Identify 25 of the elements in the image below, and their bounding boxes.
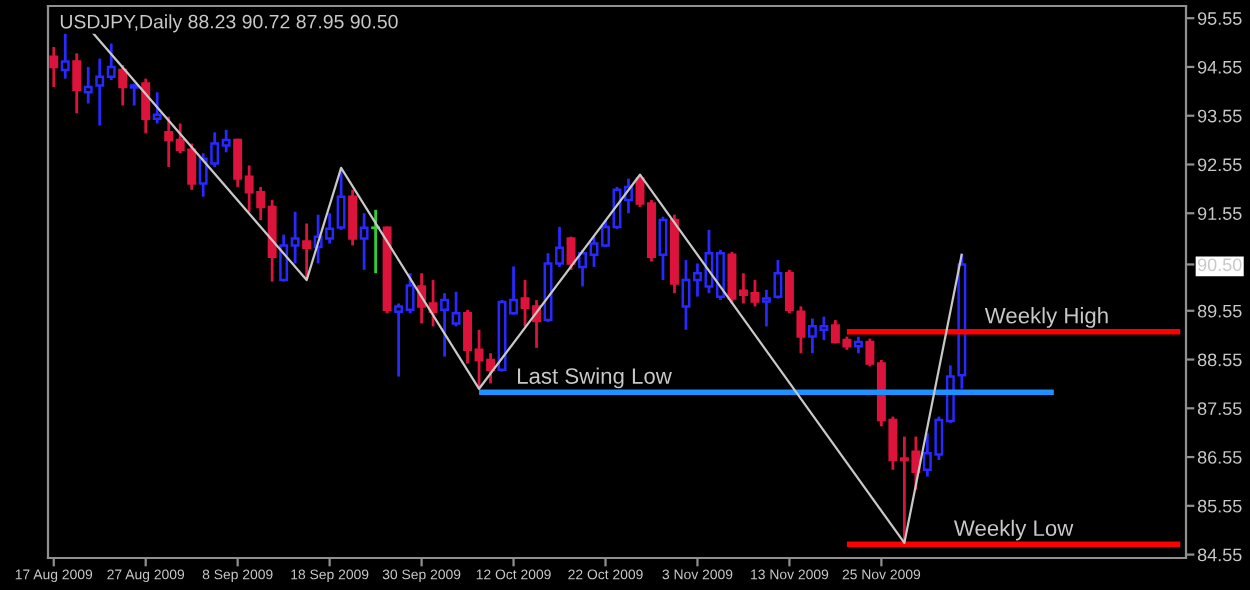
candlestick [72, 51, 82, 115]
y-tick-label: 92.55 [1197, 158, 1242, 172]
y-tick-label: 87.55 [1197, 402, 1242, 416]
candlestick [152, 90, 162, 125]
candlestick [118, 63, 128, 107]
y-tick-label: 88.55 [1197, 353, 1242, 367]
series-label: Weekly High [984, 307, 1108, 328]
candlestick [141, 77, 151, 135]
y-tick-label: 85.55 [1197, 499, 1242, 513]
y-tick-label: 84.55 [1197, 548, 1242, 562]
candlestick [302, 222, 312, 282]
candlestick [348, 188, 358, 247]
y-tick-label: 91.55 [1197, 207, 1242, 220]
chart-title: USDJPY,Daily 88.23 90.72 87.95 90.50 [60, 14, 398, 33]
candlestick [440, 291, 450, 358]
candlestick [451, 290, 461, 328]
series-label: Last Swing Low [518, 367, 672, 389]
candlestick [49, 45, 59, 89]
y-tick-label: 93.55 [1197, 109, 1242, 123]
y-tick-label: 86.55 [1197, 450, 1242, 464]
candlestick [658, 215, 668, 282]
series-label: Weekly Low [953, 519, 1074, 541]
y-tick-label: 94.55 [1197, 60, 1242, 74]
y-tick-label: 95.55 [1197, 12, 1242, 25]
y-tick-label: 89.55 [1197, 304, 1242, 318]
